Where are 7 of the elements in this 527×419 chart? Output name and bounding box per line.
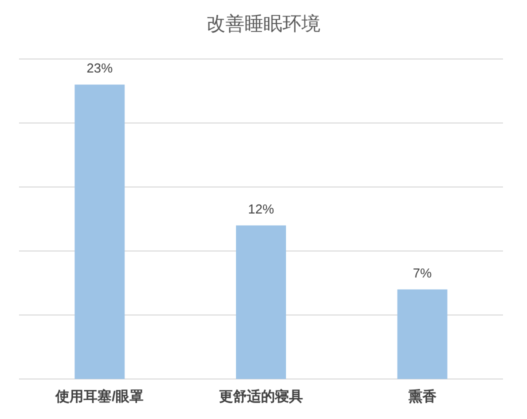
data-label: 12%	[248, 201, 274, 216]
x-tick-label: 使用耳塞/眼罩	[54, 388, 144, 404]
data-label: 23%	[86, 60, 114, 76]
data-label: 7%	[412, 265, 432, 280]
x-tick-label: 熏香	[407, 388, 438, 404]
x-tick-label: 更舒适的寝具	[219, 388, 303, 404]
chart-title: 改善睡眠环境	[206, 13, 320, 35]
